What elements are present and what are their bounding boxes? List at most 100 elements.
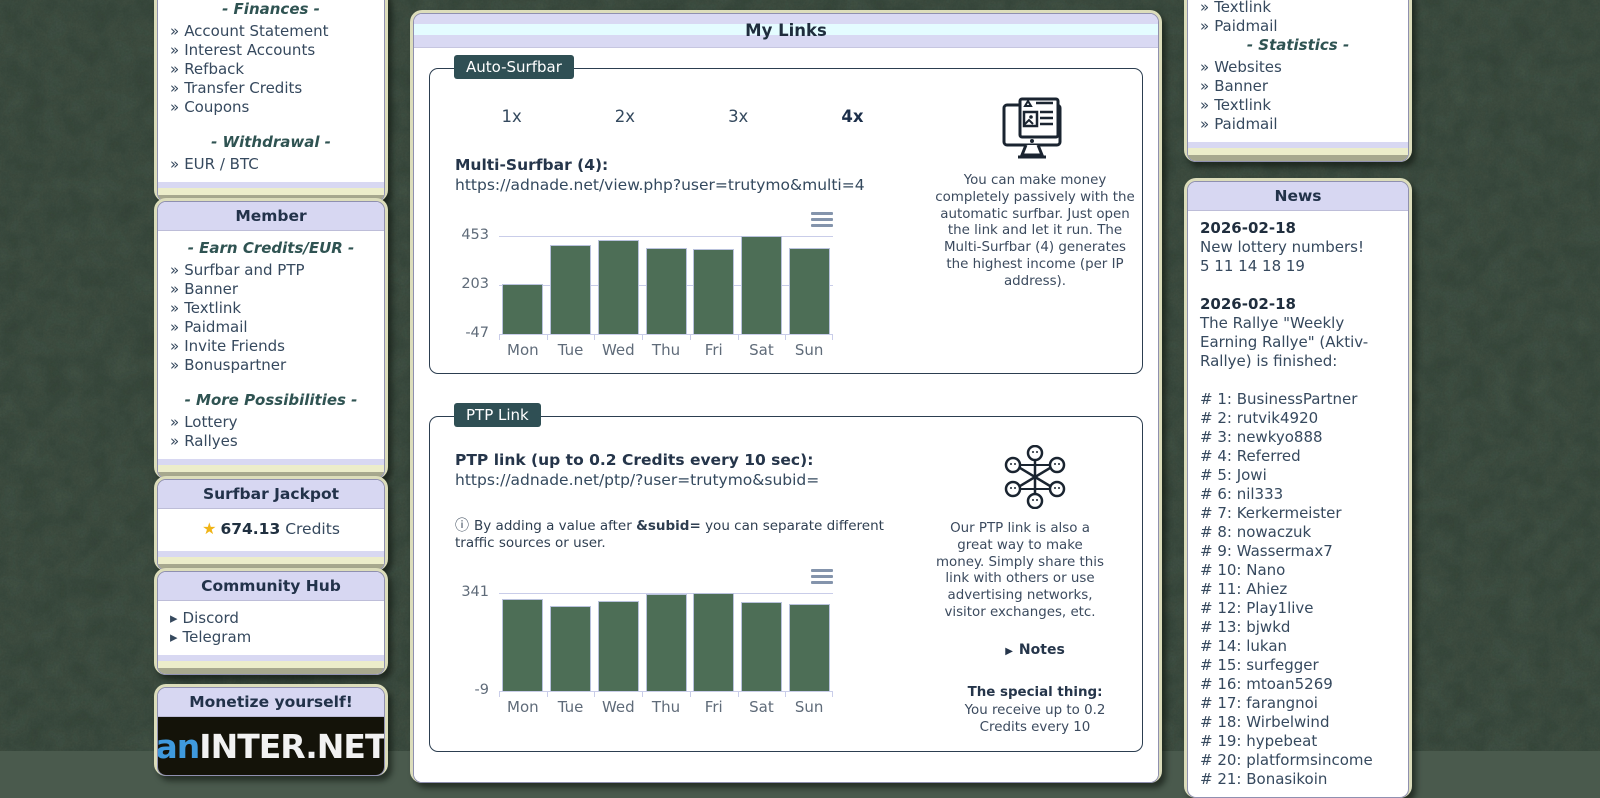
multiplier-option-2x[interactable]: 2x: [614, 107, 636, 126]
ptp-weekly-chart: 341 -9 Mon Tue Wed Thu Fri Sat Sun: [455, 569, 833, 716]
link-banner[interactable]: » Banner: [1200, 77, 1269, 95]
jackpot-panel-title: Surfbar Jackpot: [158, 480, 384, 509]
finances-panel: - Finances - » Account Statement» Interest …: [154, 0, 388, 202]
notes-toggle[interactable]: ▶ Notes: [1005, 641, 1065, 658]
multiplier-option-1x[interactable]: 1x: [501, 107, 522, 126]
x-tick-label-tue: Tue: [546, 691, 595, 716]
link-bonuspartner[interactable]: » Bonuspartner: [170, 356, 287, 374]
ranking-row: # 6: nil333: [1200, 485, 1284, 503]
link-surfbar-and-ptp[interactable]: » Surfbar and PTP: [170, 261, 305, 279]
news-entry: 2026-02-18 The Rallye "Weekly Earning Ral…: [1200, 295, 1396, 371]
ptp-link-section: PTP Link PTP link (up to 0.2 Credits eve…: [429, 403, 1143, 752]
bullet-icon: »: [170, 155, 180, 173]
ranking-row: # 17: farangnoi: [1200, 694, 1318, 712]
jackpot-amount: 674.13: [220, 520, 281, 538]
surfbar-jackpot-panel: Surfbar Jackpot ★ 674.13 Credits: [154, 476, 388, 571]
chart-menu-icon[interactable]: [811, 569, 833, 584]
y-axis-labels: 453 203 -47: [455, 227, 499, 341]
bar-sun: [788, 604, 830, 691]
link-websites[interactable]: » Websites: [1200, 58, 1282, 76]
member-links: - Earn Credits/EUR - » Surfbar and PTP» Ban…: [158, 231, 384, 459]
bar-wed: [597, 600, 639, 691]
special-thing-heading: The special thing:: [967, 684, 1103, 700]
auto-surfbar-description: You can make money completely passively …: [935, 173, 1135, 289]
monetize-panel-title: Monetize yourself!: [158, 688, 384, 717]
link-lottery[interactable]: » Lottery: [170, 413, 238, 431]
bullet-icon: »: [1200, 0, 1210, 16]
ranking-row: # 20: platformsincome: [1200, 751, 1373, 769]
x-axis-labels: Mon Tue Wed Thu Fri Sat Sun: [499, 691, 833, 716]
y-tick-label: -9: [474, 682, 489, 699]
news-panel-title: News: [1188, 182, 1408, 211]
link-coupons[interactable]: » Coupons: [170, 98, 250, 116]
multiplier-option-3x[interactable]: 3x: [728, 107, 749, 126]
link-eur-btc[interactable]: » EUR / BTC: [170, 155, 259, 173]
aninter-banner[interactable]: an INTER.NET: [158, 717, 384, 775]
ranking-row: # 8: nowaczuk: [1200, 523, 1312, 541]
link-rallyes[interactable]: » Rallyes: [170, 432, 238, 450]
bar-sat: [740, 236, 782, 334]
news-date: 2026-02-18: [1200, 219, 1296, 237]
multiplier-option-4x[interactable]: 4x: [841, 107, 864, 126]
bar-mon: [502, 598, 544, 691]
bar-tue: [550, 606, 592, 691]
ptp-link-legend: PTP Link: [454, 403, 541, 427]
bullet-icon: »: [170, 299, 180, 317]
ranking-row: # 13: bjwkd: [1200, 618, 1291, 636]
bullet-icon: »: [170, 337, 180, 355]
bar-thu: [645, 248, 687, 334]
star-icon: ★: [202, 519, 217, 538]
bullet-icon: »: [170, 79, 180, 97]
chart-menu-icon[interactable]: [811, 212, 833, 227]
link-discord[interactable]: ▸ Discord: [170, 609, 239, 627]
monitor-icon: [1002, 97, 1062, 159]
chart-plot-area: [499, 236, 833, 335]
bar-mon: [502, 283, 544, 334]
multi-surfbar-url[interactable]: https://adnade.net/view.php?user=trutymo…: [455, 176, 865, 194]
x-tick-label-fri: Fri: [689, 334, 738, 359]
news-text: 5 11 14 18 19: [1200, 257, 1305, 275]
link-account-statement[interactable]: » Account Statement: [170, 22, 329, 40]
subid-hint: ⓘ By adding a value after &subid= you can…: [455, 518, 884, 551]
statistics-links: - Statistics -» Websites» Banner» Textlink»…: [1200, 36, 1396, 134]
x-tick-label-wed: Wed: [594, 691, 642, 716]
bar-thu: [645, 593, 687, 691]
x-tick-label-tue: Tue: [546, 334, 595, 359]
link-refback[interactable]: » Refback: [170, 60, 245, 78]
link-transfer-credits[interactable]: » Transfer Credits: [170, 79, 303, 97]
bullet-icon: »: [1200, 17, 1210, 35]
bullet-icon: »: [170, 22, 180, 40]
bar-fri: [693, 249, 735, 334]
link-telegram[interactable]: ▸ Telegram: [170, 628, 252, 646]
ranking-row: # 4: Referred: [1200, 447, 1301, 465]
ptp-description: Our PTP link is also a great way to make…: [936, 521, 1104, 620]
link-paidmail[interactable]: » Paidmail: [170, 318, 248, 336]
link-paidmail[interactable]: » Paidmail: [1200, 115, 1278, 133]
x-tick-label-wed: Wed: [594, 334, 642, 359]
ptp-link-url[interactable]: https://adnade.net/ptp/?user=trutymo&sub…: [455, 471, 820, 489]
link-textlink[interactable]: » Textlink: [1200, 0, 1272, 16]
news-entry: 2026-02-18 New lottery numbers! 5 11 14 18…: [1200, 219, 1396, 276]
bar-sun: [788, 247, 830, 334]
multi-surfbar-label: Multi-Surfbar (4):: [455, 156, 609, 174]
ranking-row: # 15: surfegger: [1200, 656, 1319, 674]
x-tick-label-sun: Sun: [785, 691, 833, 716]
link-invite-friends[interactable]: » Invite Friends: [170, 337, 285, 355]
section-heading-finances: - Finances -: [222, 0, 320, 18]
link-interest-accounts[interactable]: » Interest Accounts: [170, 41, 316, 59]
gridline: [499, 691, 833, 692]
link-textlink[interactable]: » Textlink: [170, 299, 242, 317]
section-heading-earn-credits-eur: - Earn Credits/EUR -: [187, 239, 355, 257]
main-content: My Links Auto-Surfbar 1x 2x 3x 4x Multi-Sur…: [410, 10, 1162, 783]
ranking-row: # 10: Nano: [1200, 561, 1286, 579]
ranking-row: # 3: newkyo888: [1200, 428, 1323, 446]
ranking-row: # 9: Wassermax7: [1200, 542, 1333, 560]
special-thing-text: You receive up to 0.2 Credits every 10: [964, 703, 1106, 736]
ranking-row: # 19: hypebeat: [1200, 732, 1318, 750]
link-paidmail[interactable]: » Paidmail: [1200, 17, 1278, 35]
link-textlink[interactable]: » Textlink: [1200, 96, 1272, 114]
link-banner[interactable]: » Banner: [170, 280, 239, 298]
statistics-panel: » Textlink» Paidmail - Statistics -» Websit…: [1184, 0, 1412, 162]
x-tick-label-thu: Thu: [642, 691, 690, 716]
section-heading-more-possibilities: - More Possibilities -: [184, 391, 358, 409]
